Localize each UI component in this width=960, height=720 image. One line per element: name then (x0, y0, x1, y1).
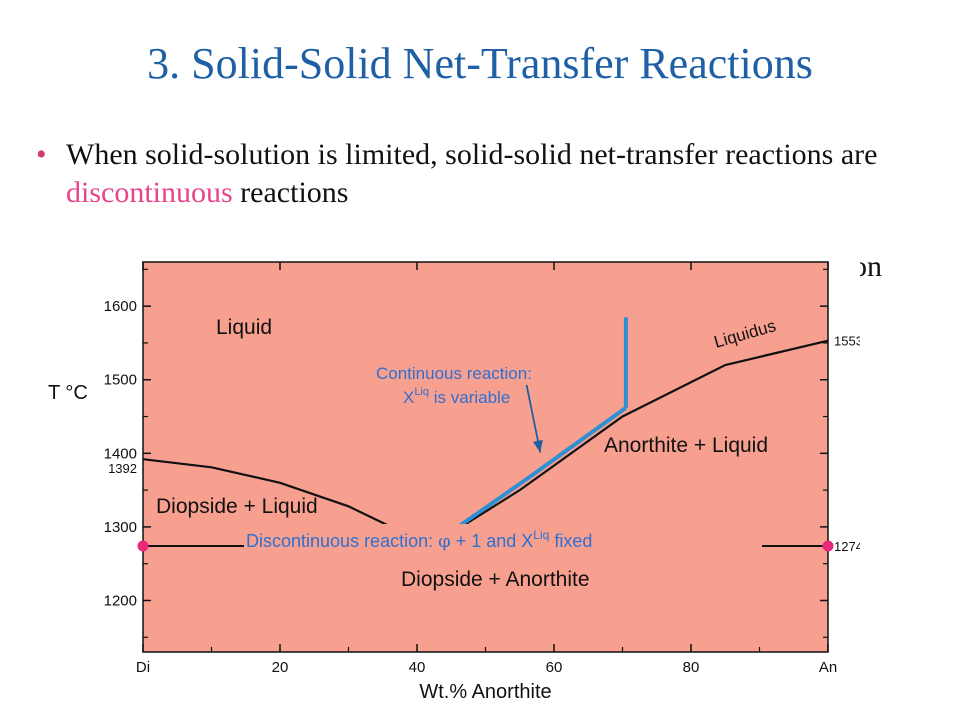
liquidus-curve-right (430, 339, 829, 547)
bullet-text-start: When solid-solution is limited, solid-so… (66, 138, 878, 171)
discontinuous-post: fixed (549, 531, 592, 551)
x-tick-label: An (819, 659, 837, 676)
y-tick-label: 1300 (104, 519, 137, 536)
discontinuous-pre: Discontinuous reaction: (246, 531, 438, 551)
liq-superscript: Liq (414, 386, 429, 398)
x-axis-label: Wt.% Anorthite (419, 681, 551, 702)
x-symbol: X (403, 388, 414, 407)
y-tick-label: 1200 (104, 592, 137, 609)
continuous-annotation-line1: Continuous reaction: (376, 364, 532, 383)
variable-text: is variable (429, 388, 510, 407)
y-tick-label: 1400 (104, 445, 137, 462)
y-axis-ticks: 1200 1300 1400 1500 1600 (104, 268, 828, 638)
bullet-highlight: discontinuous (66, 176, 233, 209)
continuous-annotation-line2: XLiq is variable (403, 386, 510, 407)
x-tick-label: 40 (409, 659, 426, 676)
x-tick-label: 80 (683, 659, 700, 676)
eutectic-marker (822, 540, 834, 552)
x-axis-ticks: Di 20 40 60 80 An (136, 262, 837, 676)
annotation-background (244, 524, 762, 554)
discontinuous-annotation: Discontinuous reaction: φ + 1 and XLiq f… (246, 528, 592, 552)
discontinuous-liq-superscript: Liq (533, 528, 549, 542)
bullet-text-end: reactions (232, 176, 349, 209)
eutectic-marker (137, 540, 149, 552)
slide-title: 3. Solid-Solid Net-Transfer Reactions (147, 39, 813, 88)
y-tick-label: 1600 (104, 298, 137, 315)
continuous-reaction-path (429, 406, 628, 548)
right-label-1274: 1274 (834, 539, 860, 554)
x-tick-label: 60 (546, 659, 563, 676)
right-label-1553: 1553 (834, 334, 860, 349)
phase-diagram: 1200 1300 1400 1500 1600 Di 20 40 60 80 An Liquid… (6, 256, 863, 703)
x-tick-label: 20 (272, 659, 289, 676)
phi-symbol: φ (438, 531, 451, 552)
discontinuous-mid: + 1 and X (451, 531, 534, 551)
y-axis-label: T °C (48, 382, 88, 404)
bullet-list: • When solid-solution is limited, solid-… (34, 136, 934, 212)
left-label-1392: 1392 (108, 461, 137, 476)
liquidus-curve-left (142, 458, 432, 547)
arrow-head-icon (533, 439, 543, 453)
bullet-item: • When solid-solution is limited, solid-… (34, 136, 934, 212)
y-tick-label: 1500 (104, 372, 137, 389)
region-diopside-anorthite-label: Diopside + Anorthite (401, 568, 590, 591)
phase-diagram-svg: 1200 1300 1400 1500 1600 Di 20 40 60 80 An Liquid… (48, 261, 863, 703)
plot-field (142, 261, 829, 653)
x-tick-label: Di (136, 659, 150, 676)
bullet-dot-icon: • (36, 138, 47, 171)
region-anorthite-liquid-label: Anorthite + Liquid (604, 434, 768, 457)
region-liquid-label: Liquid (216, 316, 272, 339)
region-diopside-liquid-label: Diopside + Liquid (156, 495, 318, 518)
